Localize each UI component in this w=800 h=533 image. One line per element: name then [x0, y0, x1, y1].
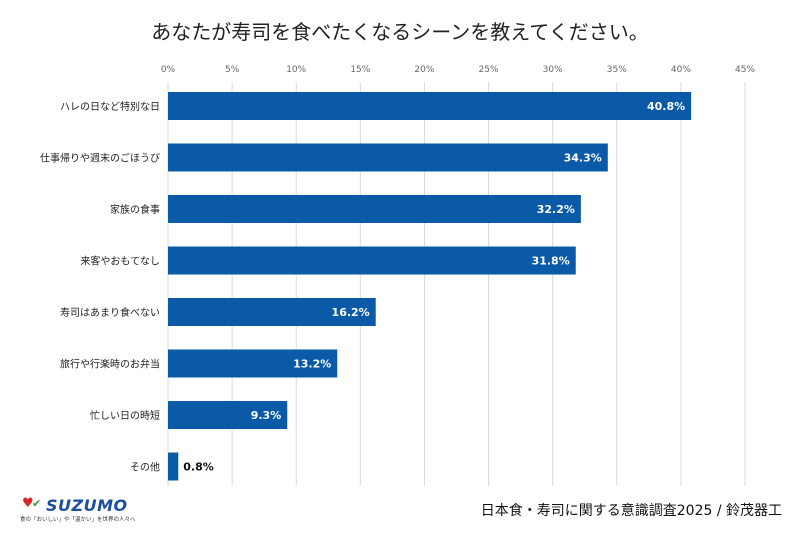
- data-label: 32.2%: [537, 203, 575, 216]
- x-tick-label: 35%: [607, 65, 627, 75]
- leaf-icon: ✔: [32, 497, 42, 510]
- data-label: 0.8%: [183, 461, 214, 474]
- bar: [168, 298, 376, 326]
- bar: [168, 92, 692, 120]
- logo-brand: SUZUMO: [46, 496, 128, 515]
- x-tick-label: 40%: [671, 65, 691, 75]
- data-label: 34.3%: [564, 152, 602, 165]
- x-tick-label: 30%: [543, 65, 563, 75]
- x-tick-label: 5%: [225, 65, 240, 75]
- chart-title: あなたが寿司を食べたくなるシーンを教えてください。: [151, 20, 649, 44]
- source-note: 日本食・寿司に関する意識調査2025 / 鈴茂器工: [480, 503, 782, 519]
- x-tick-label: 10%: [286, 65, 306, 75]
- category-label: 家族の食事: [110, 203, 160, 216]
- category-label: 忙しい日の時短: [90, 409, 160, 422]
- x-tick-label: 45%: [735, 65, 755, 75]
- category-label: 来客やおもてなし: [80, 255, 160, 268]
- data-label: 40.8%: [647, 100, 685, 113]
- bar: [168, 452, 179, 481]
- data-label: 16.2%: [332, 306, 370, 319]
- x-tick-label: 25%: [479, 65, 499, 75]
- logo-tagline: 食の「おいしい」や「温かい」を世界の人々へ: [20, 517, 136, 523]
- category-label: 仕事帰りや週末のごほうび: [40, 152, 160, 165]
- bar: [168, 401, 288, 429]
- x-tick-label: 0%: [161, 65, 176, 75]
- bar: [168, 246, 576, 275]
- category-label: ハレの日など特別な日: [60, 101, 160, 113]
- data-label: 13.2%: [293, 358, 331, 371]
- bar: [168, 195, 581, 223]
- category-label: 寿司はあまり食べない: [60, 306, 160, 319]
- bar: [168, 143, 608, 172]
- category-label: 旅行や行楽時のお弁当: [60, 358, 160, 371]
- heart-icon: ♥: [22, 496, 34, 511]
- x-tick-label: 15%: [350, 65, 370, 75]
- x-tick-label: 20%: [414, 65, 434, 75]
- data-label: 31.8%: [532, 255, 570, 268]
- bar: [168, 349, 338, 378]
- category-label: その他: [130, 461, 160, 474]
- data-label: 9.3%: [251, 409, 282, 422]
